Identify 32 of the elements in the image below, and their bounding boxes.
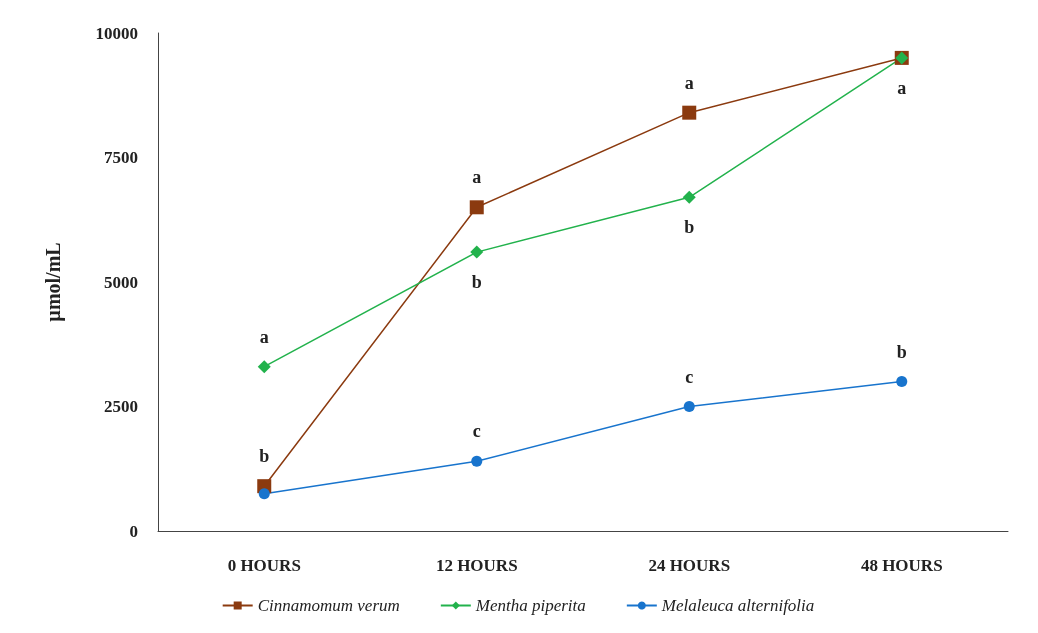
y-tick-label: 5000 xyxy=(104,272,138,292)
x-tick-label: 24 HOURS xyxy=(648,556,731,575)
annotation: c xyxy=(472,421,481,442)
point xyxy=(682,105,697,120)
point xyxy=(470,245,484,259)
x-tick-label: 48 HOURS xyxy=(860,556,943,575)
y-axis-title: µmol/mL xyxy=(42,242,65,322)
point xyxy=(896,376,908,388)
x-tick-label: 0 HOURS xyxy=(227,556,301,575)
point xyxy=(683,401,695,412)
y-tick-label: 2500 xyxy=(104,397,138,416)
point xyxy=(257,360,271,374)
x-tick-label: 12 HOURS xyxy=(435,556,518,575)
point xyxy=(471,455,483,467)
legend-label: Mentha piperita xyxy=(474,596,586,615)
point xyxy=(258,488,270,500)
annotation: b xyxy=(684,217,695,238)
annotation: b xyxy=(259,446,270,467)
y-tick-label: 0 xyxy=(129,521,138,541)
legend-label: Cinnamomum verum xyxy=(257,596,400,615)
annotation: b xyxy=(896,341,907,362)
point xyxy=(682,190,696,204)
y-tick-label: 10000 xyxy=(95,23,138,43)
annotation: a xyxy=(259,326,269,347)
annotation: a xyxy=(684,72,694,93)
annotation: c xyxy=(685,366,694,387)
y-tick-label: 7500 xyxy=(104,148,138,167)
point xyxy=(469,200,484,215)
annotation: a xyxy=(897,77,907,98)
annotation: b xyxy=(471,272,482,293)
annotation: a xyxy=(472,167,482,188)
legend-label: Melaleuca alternifolia xyxy=(660,596,815,615)
